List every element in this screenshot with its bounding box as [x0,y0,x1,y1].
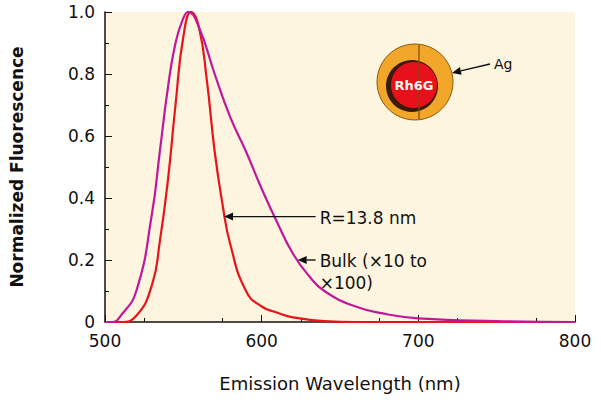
svg-text:R=13.8 nm: R=13.8 nm [320,208,417,228]
svg-text:0.6: 0.6 [68,126,95,146]
svg-text:Ag: Ag [494,56,512,72]
svg-text:Rh6G: Rh6G [395,78,434,93]
svg-text:Bulk (×10 to: Bulk (×10 to [320,251,427,271]
svg-text:1.0: 1.0 [68,2,95,22]
svg-text:500: 500 [89,331,121,351]
svg-text:×100): ×100) [320,273,373,293]
svg-text:600: 600 [245,331,277,351]
svg-text:Emission Wavelength (nm): Emission Wavelength (nm) [219,373,460,394]
svg-text:700: 700 [402,331,434,351]
svg-text:0.8: 0.8 [68,64,95,84]
svg-text:0.4: 0.4 [68,188,95,208]
svg-text:0.2: 0.2 [68,250,95,270]
svg-text:0: 0 [84,312,95,332]
svg-text:Normalized Fluorescence: Normalized Fluorescence [7,46,27,287]
svg-text:800: 800 [559,331,591,351]
